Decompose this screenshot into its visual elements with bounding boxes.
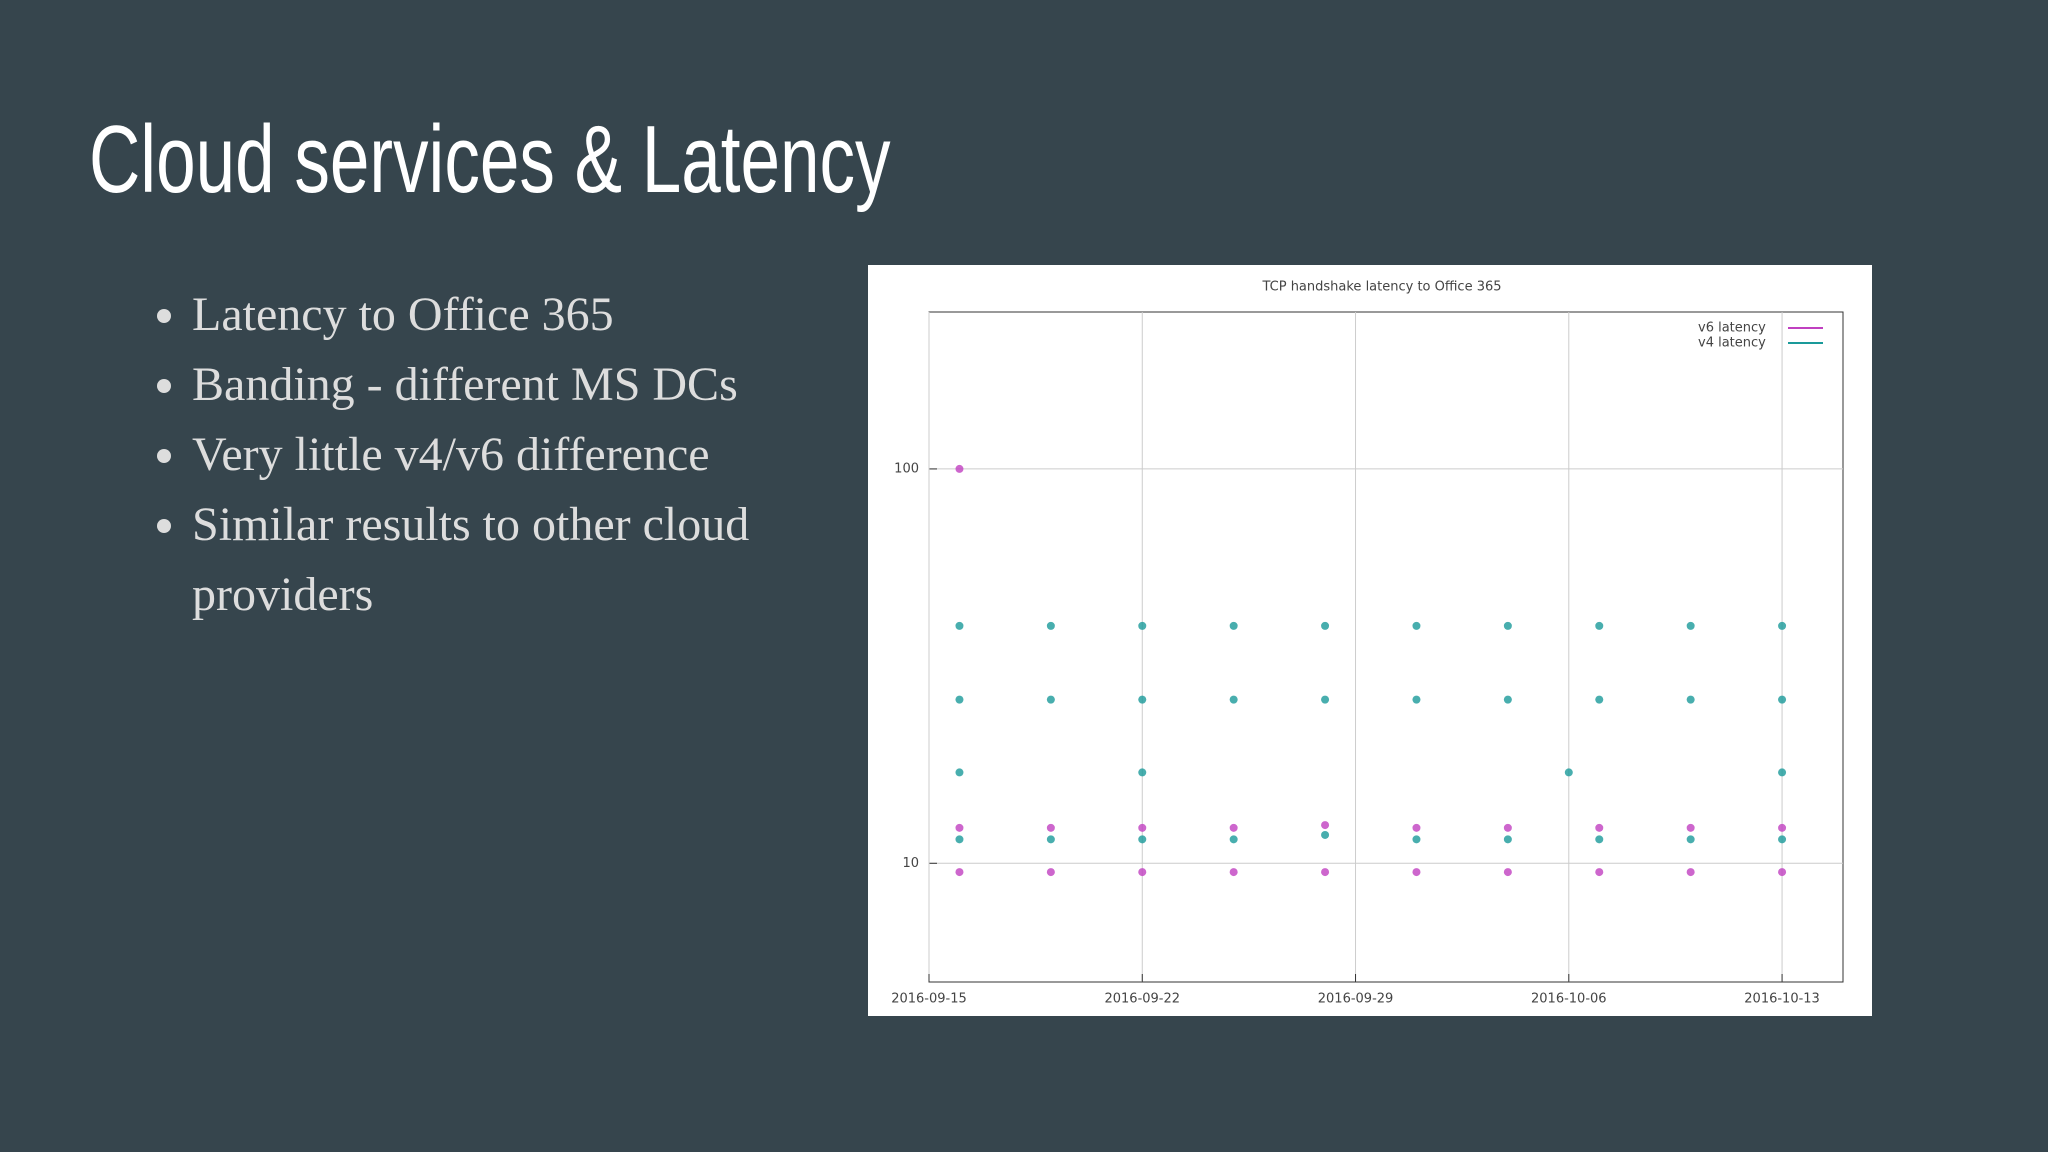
data-point [1412, 621, 1421, 630]
y-tick-label: 100 [894, 461, 919, 476]
x-tick-label: 2016-09-22 [1104, 992, 1180, 1007]
x-tick-label: 2016-09-15 [891, 992, 967, 1007]
data-point [1503, 621, 1512, 630]
data-point [1046, 835, 1055, 844]
data-point [1229, 835, 1238, 844]
data-point [1046, 868, 1055, 877]
data-point [1686, 621, 1695, 630]
data-point [955, 868, 964, 877]
data-point [1046, 695, 1055, 704]
data-point [1778, 695, 1787, 704]
y-tick-label: 10 [902, 856, 919, 871]
data-point [1138, 768, 1147, 777]
data-point [1503, 695, 1512, 704]
data-point [1412, 823, 1421, 832]
data-point [1778, 868, 1787, 877]
data-point [1686, 835, 1695, 844]
data-point [1229, 823, 1238, 832]
x-tick-label: 2016-10-06 [1531, 992, 1607, 1007]
data-point [1686, 823, 1695, 832]
data-point [955, 823, 964, 832]
data-point [1595, 695, 1604, 704]
legend-label: v4 latency [1698, 336, 1766, 351]
data-point [1686, 868, 1695, 877]
data-point [1321, 830, 1330, 839]
data-point [1321, 821, 1330, 830]
data-point [1138, 868, 1147, 877]
data-point [1686, 695, 1695, 704]
chart-background [868, 265, 1872, 1016]
data-point [955, 621, 964, 630]
data-point [1046, 823, 1055, 832]
chart-title: TCP handshake latency to Office 365 [1261, 280, 1501, 295]
x-tick-label: 2016-10-13 [1744, 992, 1820, 1007]
bullet-list: Latency to Office 365 Banding - differen… [110, 280, 912, 630]
data-point [1321, 695, 1330, 704]
data-point [1503, 868, 1512, 877]
data-point [1138, 695, 1147, 704]
data-point [955, 768, 964, 777]
bullet: Latency to Office 365 [192, 280, 912, 350]
data-point [1595, 823, 1604, 832]
data-point [1778, 823, 1787, 832]
data-point [1138, 823, 1147, 832]
data-point [1503, 823, 1512, 832]
data-point [1412, 868, 1421, 877]
data-point [1321, 621, 1330, 630]
data-point [1229, 868, 1238, 877]
data-point [1229, 695, 1238, 704]
legend-label: v6 latency [1698, 321, 1766, 336]
slide-title: Cloud services & Latency [89, 106, 891, 213]
x-tick-label: 2016-09-29 [1318, 992, 1394, 1007]
data-point [1778, 621, 1787, 630]
data-point [1595, 868, 1604, 877]
data-point [955, 695, 964, 704]
bullet: Banding - different MS DCs [192, 350, 912, 420]
data-point [1046, 621, 1055, 630]
data-point [1778, 768, 1787, 777]
data-point [1564, 768, 1573, 777]
data-point [955, 464, 964, 473]
bullet: Very little v4/v6 difference [192, 420, 912, 490]
data-point [1321, 868, 1330, 877]
data-point [1138, 621, 1147, 630]
data-point [1595, 835, 1604, 844]
data-point [1503, 835, 1512, 844]
data-point [1138, 835, 1147, 844]
data-point [1229, 621, 1238, 630]
data-point [1412, 695, 1421, 704]
data-point [1778, 835, 1787, 844]
bullet: Similar results to other cloud providers [192, 490, 912, 630]
data-point [1595, 621, 1604, 630]
data-point [955, 835, 964, 844]
data-point [1412, 835, 1421, 844]
